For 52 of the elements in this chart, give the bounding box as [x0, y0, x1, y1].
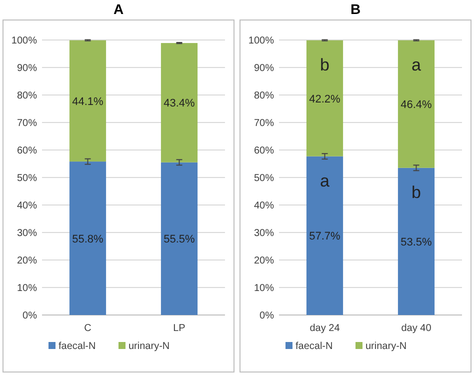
y-tick-label: 10% — [254, 283, 274, 294]
y-tick-label: 10% — [16, 283, 38, 294]
y-tick-label: 80% — [16, 90, 38, 102]
y-tick-label: 90% — [254, 63, 274, 74]
data-label: 57.7% — [309, 230, 341, 243]
bar — [69, 40, 106, 162]
annotation: b — [320, 55, 330, 74]
legend-label: faecal-N — [58, 341, 96, 352]
legend-label: urinary-N — [366, 341, 407, 352]
y-tick-label: 70% — [16, 118, 38, 129]
bar — [306, 40, 344, 156]
data-label: 55.5% — [164, 234, 196, 246]
y-tick-label: 30% — [254, 228, 274, 239]
y-tick-label: 50% — [16, 173, 38, 184]
data-label: 44.1% — [72, 96, 104, 108]
y-tick-label: 40% — [254, 200, 274, 212]
legend-label: urinary-N — [128, 341, 170, 352]
bar — [69, 162, 106, 315]
y-tick-label: 100% — [11, 36, 38, 46]
y-tick-label: 60% — [254, 146, 274, 156]
y-tick-label: 90% — [16, 63, 38, 74]
x-tick-label: day 24 — [310, 323, 340, 334]
x-tick-label: LP — [173, 323, 186, 334]
data-label: 46.4% — [400, 99, 432, 112]
data-label: 53.5% — [400, 236, 432, 248]
data-label: 43.4% — [164, 98, 196, 110]
bar — [398, 40, 435, 168]
annotation: a — [320, 171, 330, 190]
chart-title: B — [350, 1, 361, 17]
y-tick-label: 30% — [16, 228, 38, 239]
bar — [160, 162, 198, 315]
data-label: 42.2% — [309, 93, 341, 106]
y-tick-label: 0% — [22, 310, 38, 322]
y-tick-label: 20% — [254, 256, 274, 266]
annotation: a — [412, 55, 422, 74]
y-tick-label: 60% — [16, 146, 38, 156]
x-tick-label: day 40 — [401, 323, 432, 334]
y-tick-label: 40% — [16, 200, 38, 212]
annotation: b — [412, 182, 421, 202]
chart-title: A — [113, 1, 124, 17]
bar — [160, 43, 198, 162]
bar — [398, 168, 435, 315]
y-tick-label: 0% — [260, 310, 274, 322]
legend-label: faecal-N — [296, 341, 333, 352]
y-tick-label: 70% — [254, 118, 274, 129]
bar — [306, 156, 344, 315]
y-tick-label: 80% — [254, 90, 274, 102]
x-tick-label: C — [84, 323, 92, 334]
data-label: 55.8% — [72, 233, 104, 246]
y-tick-label: 50% — [254, 173, 274, 184]
y-tick-label: 100% — [248, 36, 274, 46]
y-tick-label: 20% — [16, 256, 38, 266]
